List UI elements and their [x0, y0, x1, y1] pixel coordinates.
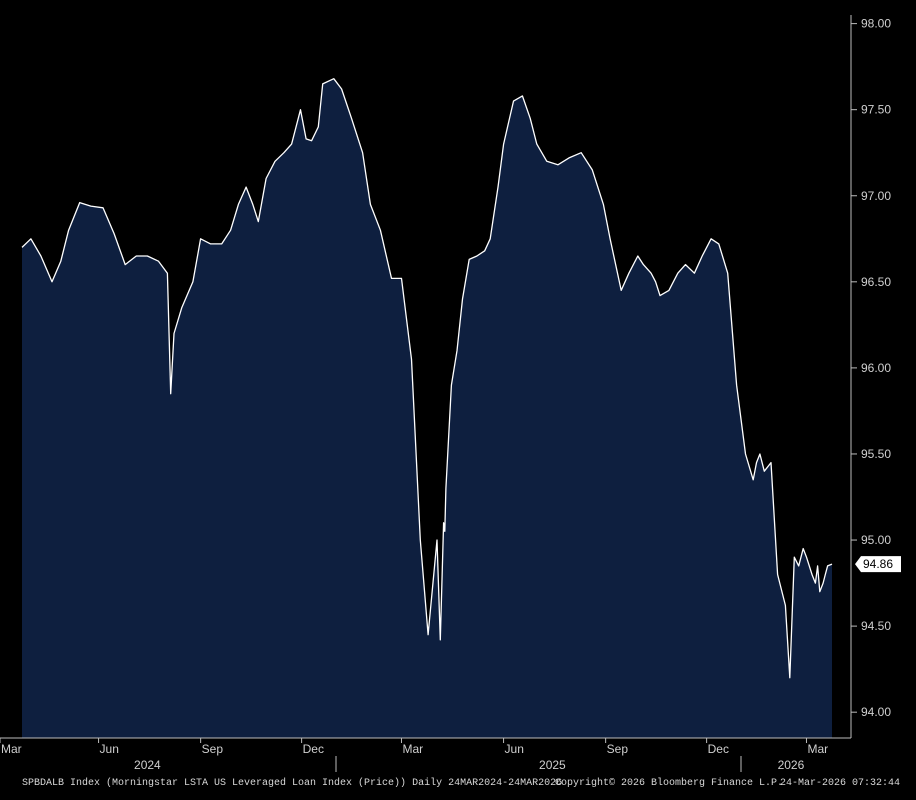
x-tick-label: Mar: [807, 742, 828, 756]
footer-copyright: Copyright© 2026 Bloomberg Finance L.P.: [555, 777, 783, 789]
series-area: [22, 78, 832, 738]
last-value-label: 94.86: [863, 557, 893, 571]
x-tick-label: Mar: [1, 742, 22, 756]
y-tick-label: 97.50: [861, 103, 891, 117]
area-layer: [21, 78, 833, 738]
x-tick-label: Dec: [708, 742, 729, 756]
footer-description: SPBDALB Index (Morningstar LSTA US Lever…: [22, 777, 562, 789]
x-year-label: 2025: [539, 758, 566, 772]
x-year-label: 2024: [134, 758, 161, 772]
x-tick-label: Dec: [303, 742, 324, 756]
last-value-box: [855, 556, 901, 573]
x-year-label: 2026: [778, 758, 805, 772]
y-axis: 98.00 97.50 97.00 96.50 96.00 95.50 95.00 94.50…: [850, 15, 891, 738]
x-tick-label: Mar: [402, 742, 423, 756]
y-tick-label: 96.50: [861, 275, 891, 289]
footer-timestamp: 24-Mar-2026 07:32:44: [780, 778, 900, 789]
y-tick-label: 95.50: [861, 447, 891, 461]
x-tick-label: Jun: [505, 742, 524, 756]
x-tick-label: Sep: [202, 742, 224, 756]
y-tick-label: 94.50: [861, 619, 891, 633]
series-line: [21, 78, 833, 679]
y-tick-label: 97.00: [861, 189, 891, 203]
y-tick-label: 96.00: [861, 361, 891, 375]
x-tick-label: Sep: [607, 742, 629, 756]
footer: SPBDALB Index (Morningstar LSTA US Lever…: [22, 777, 900, 789]
y-tick-label: 95.00: [861, 533, 891, 547]
y-tick-label: 98.00: [861, 17, 891, 31]
x-tick-label: Jun: [100, 742, 119, 756]
x-axis: Mar Jun Sep Dec Mar Jun Sep Dec Mar 2024 2025 2026: [0, 737, 851, 772]
last-value-marker: 94.86: [855, 556, 901, 573]
y-tick-label: 94.00: [861, 705, 891, 719]
